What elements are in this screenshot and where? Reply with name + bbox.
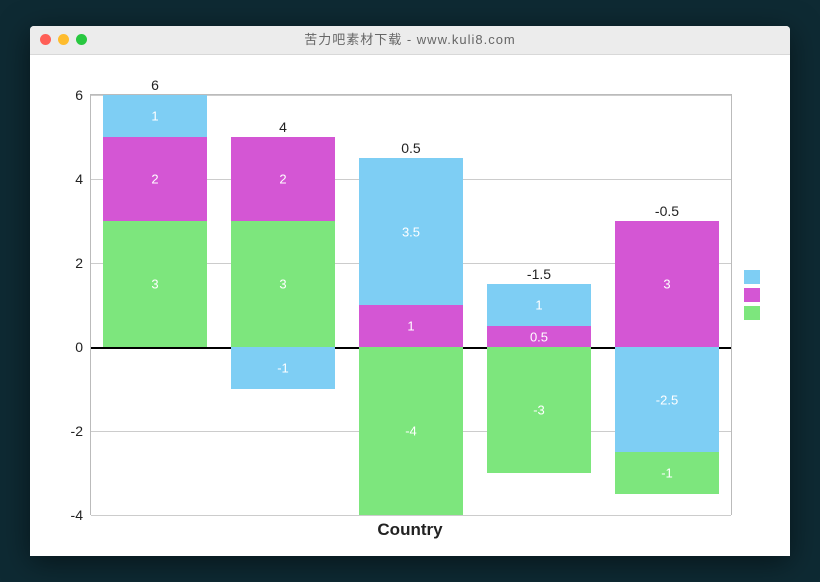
bar-value-label: 2: [103, 172, 208, 187]
bar-segment[interactable]: 1: [359, 305, 464, 347]
legend: [744, 270, 760, 320]
bar-segment[interactable]: 3: [615, 221, 720, 347]
bar-segment[interactable]: -4: [359, 347, 464, 515]
bar-value-label: -3: [487, 403, 592, 418]
bar-value-label: 3: [103, 277, 208, 292]
y-tick-label: -2: [71, 423, 91, 439]
bar-value-label: -4: [359, 424, 464, 439]
bar-value-label: 0.5: [487, 329, 592, 344]
bar-segment[interactable]: -2.5: [615, 347, 720, 452]
chart-area: -4-202463216-1324-413.50.5-30.51-1.5-1-2…: [30, 54, 790, 556]
bar-segment[interactable]: 2: [103, 137, 208, 221]
zoom-icon[interactable]: [76, 34, 87, 45]
bar-value-label: 3.5: [359, 224, 464, 239]
bar-value-label: 1: [487, 298, 592, 313]
minimize-icon[interactable]: [58, 34, 69, 45]
bar-value-label: 3: [615, 277, 720, 292]
bar-total-label: 6: [103, 77, 208, 95]
y-tick-label: 6: [75, 87, 91, 103]
bar-total-label: 4: [231, 119, 336, 137]
bar-segment[interactable]: 3.5: [359, 158, 464, 305]
bar-value-label: -1: [231, 361, 336, 376]
bar-segment[interactable]: 3: [103, 221, 208, 347]
bar-value-label: -2.5: [615, 392, 720, 407]
bar-total-label: -0.5: [615, 203, 720, 221]
legend-swatch[interactable]: [744, 306, 760, 320]
close-icon[interactable]: [40, 34, 51, 45]
bar-segment[interactable]: -3: [487, 347, 592, 473]
bar-segment[interactable]: -1: [615, 452, 720, 494]
titlebar[interactable]: 苦力吧素材下载 - www.kuli8.com: [30, 26, 790, 55]
bar-value-label: 1: [103, 109, 208, 124]
bar-segment[interactable]: 1: [103, 95, 208, 137]
app-window: 苦力吧素材下载 - www.kuli8.com -4-202463216-132…: [30, 26, 790, 556]
window-title: 苦力吧素材下载 - www.kuli8.com: [30, 26, 790, 54]
bar-value-label: -1: [615, 466, 720, 481]
x-axis-title: Country: [90, 520, 730, 540]
legend-swatch[interactable]: [744, 288, 760, 302]
bar-segment[interactable]: 0.5: [487, 326, 592, 347]
plot: -4-202463216-1324-413.50.5-30.51-1.5-1-2…: [90, 94, 732, 515]
bar-segment[interactable]: 1: [487, 284, 592, 326]
bar-total-label: -1.5: [487, 266, 592, 284]
bar-segment[interactable]: -1: [231, 347, 336, 389]
y-tick-label: -4: [71, 507, 91, 523]
y-tick-label: 0: [75, 339, 91, 355]
bar-segment[interactable]: 3: [231, 221, 336, 347]
bar-total-label: 0.5: [359, 140, 464, 158]
bar-value-label: 3: [231, 277, 336, 292]
y-tick-label: 2: [75, 255, 91, 271]
bar-value-label: 2: [231, 172, 336, 187]
gridline: [91, 515, 731, 516]
legend-swatch[interactable]: [744, 270, 760, 284]
y-tick-label: 4: [75, 171, 91, 187]
traffic-lights: [40, 34, 87, 45]
bar-value-label: 1: [359, 319, 464, 334]
bar-segment[interactable]: 2: [231, 137, 336, 221]
